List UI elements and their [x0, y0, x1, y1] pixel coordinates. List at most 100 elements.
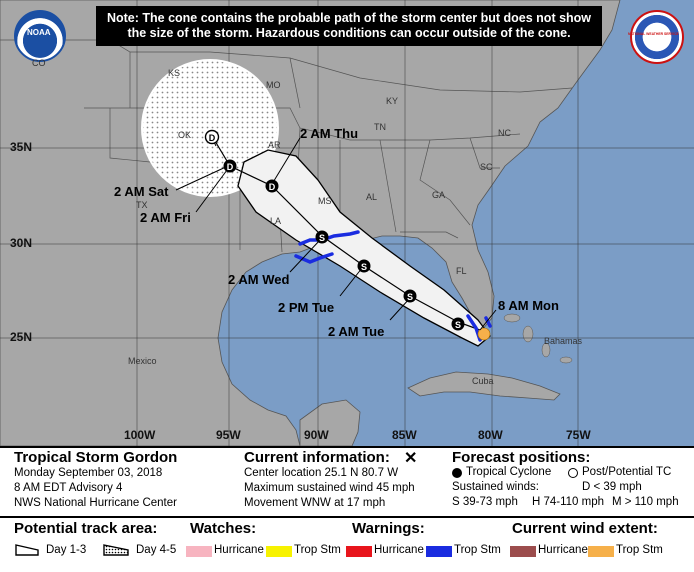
tropstm-watch-swatch — [266, 546, 292, 557]
state-label-mo: MO — [266, 80, 281, 90]
track-line — [211, 135, 481, 331]
winds-s: S 39-73 mph — [452, 496, 518, 508]
winds-d: D < 39 mph — [582, 481, 642, 493]
current-location-icon: ✕ — [404, 450, 418, 467]
tropstm-warning-label: Trop Stm — [454, 544, 501, 556]
cone-note: Note: The cone contains the probable pat… — [96, 6, 602, 46]
lon-label-80w: 80W — [478, 428, 503, 442]
lat-label-25n: 25N — [10, 330, 33, 344]
country-label-mexico: Mexico — [128, 356, 157, 366]
day-1-3-label: Day 1-3 — [46, 544, 87, 556]
state-label-tx: TX — [136, 200, 148, 210]
current-location: Center location 25.1 N 80.7 W — [244, 467, 399, 479]
state-label-la: LA — [270, 216, 282, 226]
forecast-map: D D D S S S S Note: The cone contains th… — [0, 0, 694, 447]
noaa-logo: NOAA — [14, 10, 66, 62]
marker-tue-pm: S — [357, 259, 371, 273]
tropstm-watch-label: Trop Stm — [294, 544, 341, 556]
forecast-label-fri: 2 AM Fri — [140, 210, 191, 225]
marker-mon-letter: S — [455, 320, 461, 330]
storm-advisory: 8 AM EDT Advisory 4 — [14, 482, 123, 494]
watches-title: Watches: — [190, 520, 257, 537]
marker-thu: D — [265, 179, 279, 193]
state-label-ks: KS — [168, 68, 181, 78]
hurricane-warning-swatch — [346, 546, 372, 557]
land-yucatan — [299, 399, 361, 447]
hurricane-wind-label: Hurricane — [538, 544, 588, 556]
hurricane-warning-label: Hurricane — [374, 544, 424, 556]
cone-note-line2: the size of the storm. Hazardous conditi… — [127, 26, 571, 40]
map-canvas: D D D S S S S — [0, 0, 694, 447]
marker-tue-am: S — [403, 289, 417, 303]
winds-m: M > 110 mph — [612, 496, 679, 508]
state-label-ga: GA — [432, 190, 446, 200]
marker-sat: D — [204, 129, 220, 145]
hurricane-watch-label: Hurricane — [214, 544, 264, 556]
nws-logo-text: NATIONAL WEATHER SERVICE — [628, 32, 679, 36]
state-label-ms: MS — [318, 196, 332, 206]
marker-tue-pm-letter: S — [361, 262, 367, 272]
label-leaders — [175, 137, 497, 331]
forecast-label-mon: 8 AM Mon — [498, 298, 559, 313]
marker-wed: S — [315, 230, 329, 244]
state-label-ky: KY — [386, 96, 399, 106]
current-wind-extent — [477, 327, 491, 341]
legend-panel: Tropical Storm Gordon Monday September 0… — [0, 446, 694, 572]
state-label-sc: SC — [480, 162, 493, 172]
track-area-title: Potential track area: — [14, 520, 158, 537]
state-label-ar: AR — [268, 140, 281, 150]
lat-label-35n: 35N — [10, 140, 33, 154]
day-1-3-cone — [237, 149, 491, 347]
storm-date: Monday September 03, 2018 — [14, 467, 163, 479]
marker-mon: S — [451, 317, 465, 331]
tropstm-wind-label: Trop Stm — [616, 544, 663, 556]
hurricane-watch-swatch — [186, 546, 212, 557]
forecast-label-tue-am: 2 AM Tue — [328, 324, 385, 339]
day-4-5-label: Day 4-5 — [136, 544, 177, 556]
forecast-label-sat: 2 AM Sat — [114, 184, 169, 199]
tropical-cyclone-label: Tropical Cyclone — [466, 466, 552, 478]
current-movement: Movement WNW at 17 mph — [244, 497, 386, 509]
marker-thu-letter: D — [269, 182, 276, 192]
current-wind: Maximum sustained wind 45 mph — [244, 482, 415, 494]
forecast-label-thu: 2 AM Thu — [300, 126, 359, 141]
state-label-ok: OK — [178, 130, 192, 140]
hurricane-wind-swatch — [510, 546, 536, 557]
lon-label-75w: 75W — [566, 428, 591, 442]
day-4-5-icon — [103, 544, 129, 556]
state-label-co: CO — [32, 58, 46, 68]
state-label-al: AL — [366, 192, 378, 202]
wind-extent-title: Current wind extent: — [512, 520, 658, 537]
noaa-logo-text: NOAA — [27, 28, 51, 37]
lon-label-85w: 85W — [392, 428, 417, 442]
tropstm-warning-swatch — [426, 546, 452, 557]
lon-label-95w: 95W — [216, 428, 241, 442]
winds-h: H 74-110 mph — [532, 496, 605, 508]
forecast-positions-title: Forecast positions: — [452, 449, 591, 466]
land-bahamas — [503, 313, 573, 364]
tropical-cyclone-icon — [452, 468, 462, 478]
marker-sat-letter: D — [209, 133, 216, 143]
state-label-fl: FL — [456, 266, 467, 276]
lon-label-100w: 100W — [124, 428, 156, 442]
land-cuba — [407, 371, 561, 401]
marker-fri: D — [223, 159, 237, 173]
forecast-label-tue-pm: 2 PM Tue — [278, 300, 335, 315]
sustained-winds-label: Sustained winds: — [452, 481, 539, 493]
storm-name: Tropical Storm Gordon — [14, 449, 178, 466]
country-label-bahamas: Bahamas — [544, 336, 583, 346]
marker-fri-letter: D — [227, 162, 234, 172]
warnings-title: Warnings: — [352, 520, 425, 537]
marker-wed-letter: S — [319, 233, 325, 243]
post-tc-label: Post/Potential TC — [582, 466, 672, 478]
forecast-label-wed: 2 AM Wed — [228, 272, 290, 287]
day-1-3-icon — [15, 544, 39, 556]
state-label-nc: NC — [498, 128, 511, 138]
post-tc-icon — [568, 468, 578, 478]
storm-center: NWS National Hurricane Center — [14, 497, 177, 509]
legend-divider — [0, 516, 694, 518]
country-label-cuba: Cuba — [472, 376, 494, 386]
cone-note-line1: Note: The cone contains the probable pat… — [106, 11, 592, 25]
lon-label-90w: 90W — [304, 428, 329, 442]
tropstm-wind-swatch — [588, 546, 614, 557]
